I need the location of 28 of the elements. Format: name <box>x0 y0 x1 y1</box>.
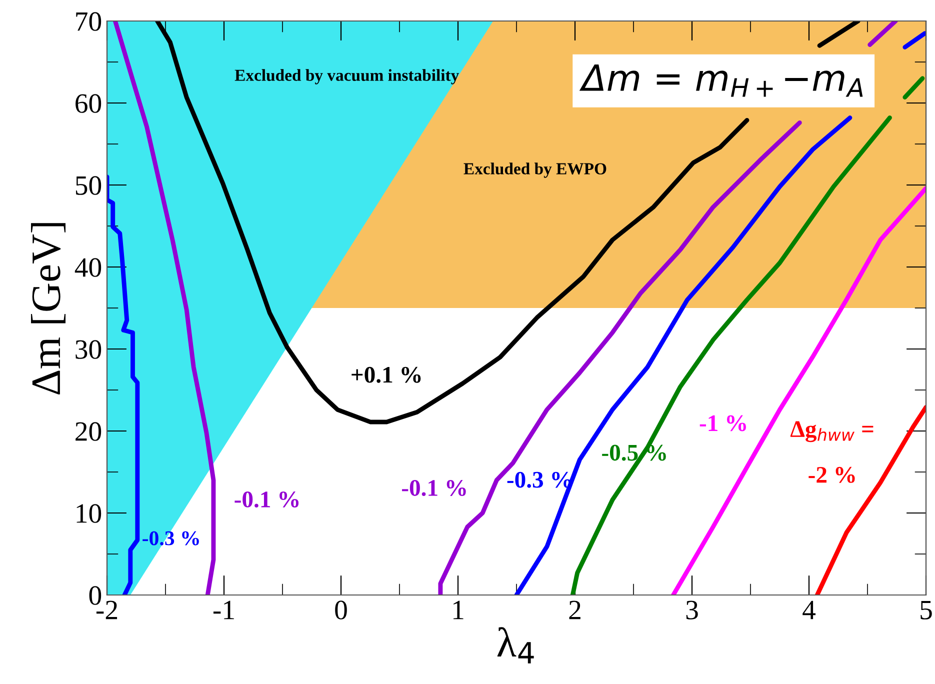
series-label: -0.1 % <box>234 491 299 508</box>
y-tick-label: 20 <box>76 422 102 441</box>
y-tick-label: 40 <box>74 258 102 277</box>
y-tick-label: 30 <box>76 340 102 359</box>
y-tick-label: 10 <box>76 504 102 523</box>
y-tick-label: 50 <box>76 176 102 195</box>
line-series <box>112 21 216 595</box>
series-label: +0.1 % <box>352 366 421 383</box>
annotation: Δg$_{hww}$ = <box>790 421 874 442</box>
y-tick-label: 70 <box>76 12 102 31</box>
y-tick-label: 60 <box>76 94 102 113</box>
y-axis-title: Δm [GeV] <box>31 223 66 394</box>
x-tick-label: 0 <box>335 600 347 620</box>
series-label: -1 % <box>700 415 746 432</box>
line-series <box>107 174 140 595</box>
series-label: -2 % <box>808 466 855 483</box>
x-tick-label: -1 <box>213 600 234 620</box>
annotation: Δm = m$_{H+}$−m$_{A}$ <box>579 64 863 97</box>
x-tick-label: 2 <box>569 600 580 620</box>
x-tick-label: 4 <box>802 600 816 620</box>
series-label: -0.1 % <box>402 480 466 496</box>
x-tick-label: 5 <box>920 600 932 620</box>
annotation: Excluded by vacuum instability <box>234 69 459 84</box>
band-label: Excluded by EWPO <box>464 162 606 178</box>
x-tick-label: 3 <box>686 600 698 620</box>
x-tick-label: 1 <box>454 600 464 620</box>
line-series <box>671 186 926 595</box>
x-axis-title: λ$_{4}$ <box>497 627 534 664</box>
